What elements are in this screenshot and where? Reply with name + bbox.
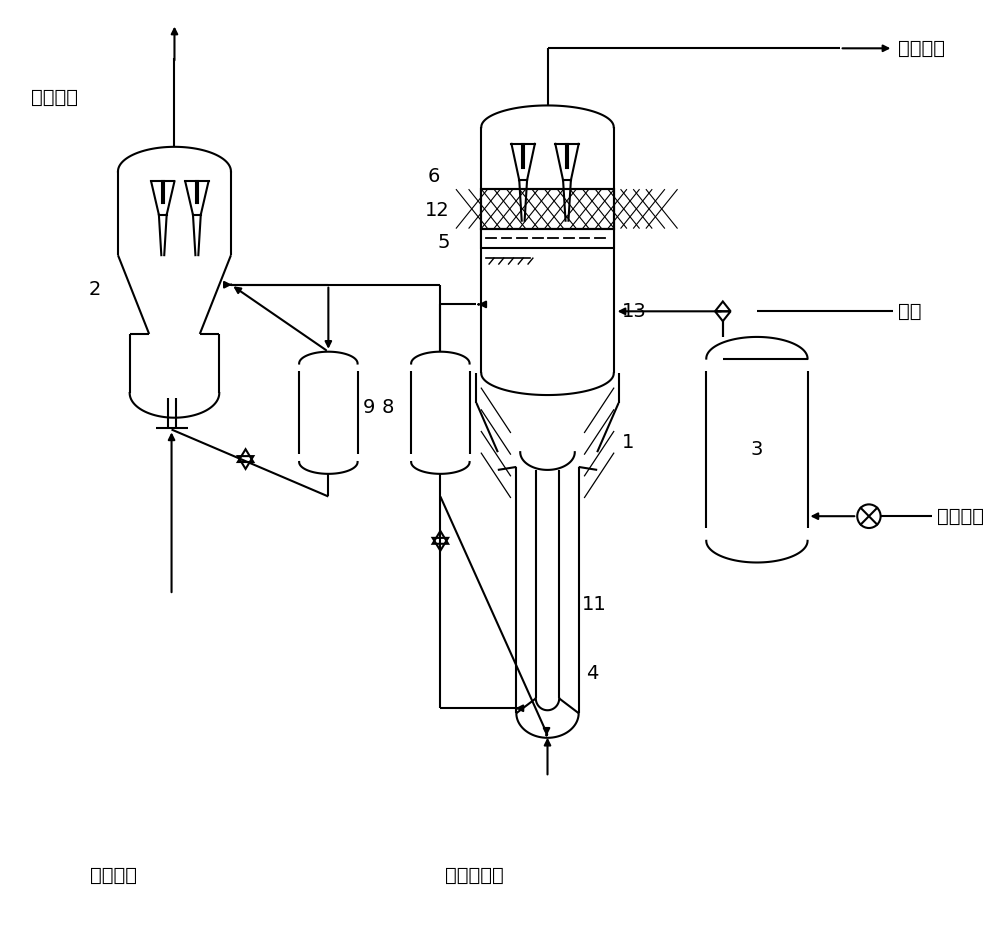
Text: 再生烟气: 再生烟气	[31, 88, 78, 107]
Text: 2: 2	[89, 280, 101, 299]
Text: 11: 11	[582, 595, 606, 615]
Bar	[481, 189, 614, 229]
Text: 5: 5	[437, 233, 450, 252]
Text: 还原气体: 还原气体	[937, 507, 984, 526]
Bar	[481, 189, 614, 229]
Bar	[481, 229, 614, 248]
Text: 8: 8	[382, 399, 394, 417]
Text: 再生用气: 再生用气	[90, 866, 137, 885]
Text: 12: 12	[425, 201, 450, 221]
Text: 6: 6	[428, 167, 440, 186]
Text: 待净化烟气: 待净化烟气	[445, 866, 504, 885]
Text: 净化烟气: 净化烟气	[898, 39, 945, 57]
Text: 13: 13	[622, 302, 646, 321]
Text: 9: 9	[362, 399, 375, 417]
Text: 1: 1	[622, 433, 634, 451]
Text: 4: 4	[586, 665, 599, 683]
Text: 空气: 空气	[898, 302, 922, 321]
Text: 3: 3	[751, 440, 763, 459]
